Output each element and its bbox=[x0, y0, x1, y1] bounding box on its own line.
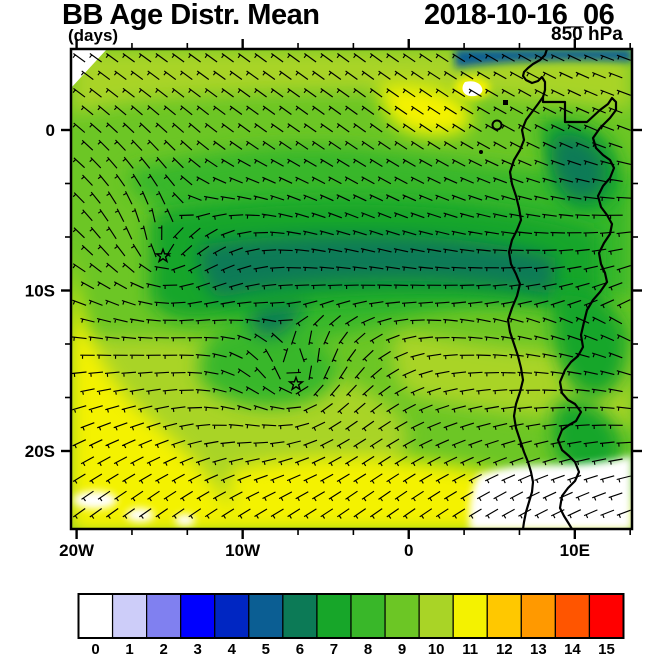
svg-text:6: 6 bbox=[296, 641, 304, 658]
svg-text:2: 2 bbox=[159, 641, 167, 658]
svg-text:15: 15 bbox=[598, 641, 615, 658]
svg-text:5: 5 bbox=[262, 641, 270, 658]
svg-text:8: 8 bbox=[364, 641, 372, 658]
svg-text:4: 4 bbox=[228, 641, 237, 658]
svg-text:13: 13 bbox=[530, 641, 547, 658]
svg-text:7: 7 bbox=[330, 641, 338, 658]
svg-text:10: 10 bbox=[428, 641, 445, 658]
svg-text:12: 12 bbox=[496, 641, 513, 658]
svg-text:9: 9 bbox=[398, 641, 406, 658]
svg-text:11: 11 bbox=[462, 641, 478, 658]
svg-text:14: 14 bbox=[564, 641, 581, 658]
svg-text:1: 1 bbox=[125, 641, 133, 658]
svg-text:0: 0 bbox=[91, 641, 99, 658]
svg-text:3: 3 bbox=[194, 641, 202, 658]
